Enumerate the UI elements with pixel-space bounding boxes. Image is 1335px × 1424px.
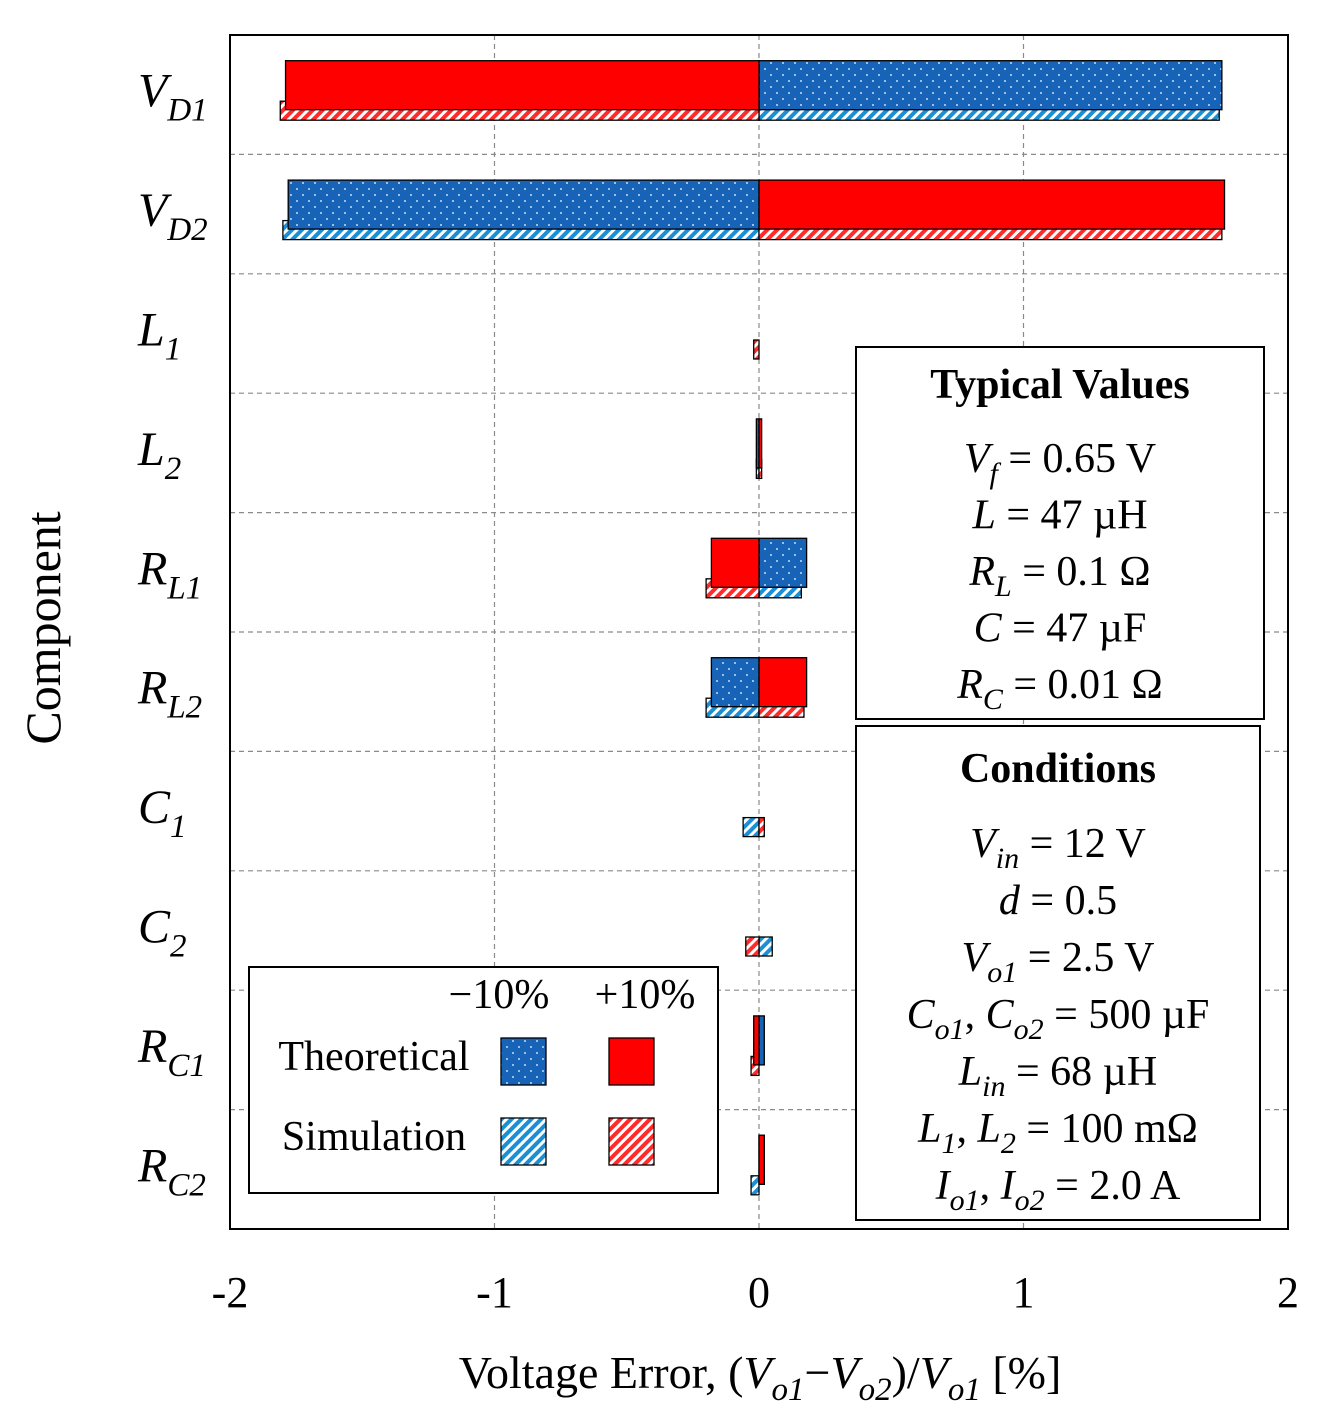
annotation-box-1: Conditions Vin = 12 Vd = 0.5 Vo1 = 2.5 VCo… xyxy=(855,725,1261,1221)
bar-1-3 xyxy=(758,418,763,469)
bar-3-7 xyxy=(745,936,760,957)
bar-0-0 xyxy=(758,60,1223,111)
x-tick-label: 0 xyxy=(748,1268,770,1317)
bar-1-4 xyxy=(710,537,760,588)
bar-2-6 xyxy=(742,816,760,838)
y-axis-label: Component xyxy=(15,511,71,744)
annotation-line: Lin = 68 µH xyxy=(958,1049,1157,1103)
y-category-label: C2 xyxy=(138,901,187,965)
y-category-label: VD2 xyxy=(138,184,208,248)
y-category-label: L1 xyxy=(137,304,181,368)
annotation-line: Io1, Io2 = 2.0 A xyxy=(935,1163,1181,1217)
annotation-box-0: Typical Values Vf = 0.65 VL = 47 µH RL = 0… xyxy=(855,346,1265,720)
bar-1-0 xyxy=(284,60,760,111)
legend-row-label: Simulation xyxy=(282,1114,466,1160)
legend: −10% +10% Theoretical Simulation xyxy=(248,966,719,1194)
y-category-label: C1 xyxy=(138,781,187,845)
x-tick-label: 1 xyxy=(1013,1268,1035,1317)
y-category-label: RC2 xyxy=(137,1139,206,1203)
y-category-label: RL1 xyxy=(137,542,202,606)
x-tick-labels: -2 -1 0 1 2 xyxy=(212,1268,1299,1317)
annotation-line: RL = 0.1 Ω xyxy=(968,549,1150,603)
legend-column-label: +10% xyxy=(595,972,696,1018)
annotation-title: Typical Values xyxy=(930,362,1189,408)
annotation-line: Vf = 0.65 V xyxy=(964,436,1156,490)
annotation-line: d = 0.5 xyxy=(999,878,1117,924)
x-tick-label: -1 xyxy=(476,1268,513,1317)
axis-labels: Voltage Error, (Vo1−Vo2)/Vo1 [%] Componen… xyxy=(15,511,1061,1408)
y-category-label: RC1 xyxy=(137,1020,206,1084)
annotation-line: Vo1 = 2.5 V xyxy=(962,935,1155,989)
bar-1-1 xyxy=(758,179,1226,230)
annotation-line: L = 47 µH xyxy=(971,493,1147,539)
annotation-boxes: Typical Values Vf = 0.65 VL = 47 µH RL = 0… xyxy=(855,346,1265,1221)
x-axis-label: Voltage Error, (Vo1−Vo2)/Vo1 [%] xyxy=(459,1347,1062,1408)
legend-swatch xyxy=(608,1037,655,1086)
y-category-label: RL2 xyxy=(137,662,202,726)
y-category-label: L2 xyxy=(137,423,181,487)
legend-column-label: −10% xyxy=(449,972,550,1018)
legend-row-label: Theoretical xyxy=(278,1034,469,1080)
annotation-line: RC = 0.01 Ω xyxy=(956,662,1163,716)
annotation-line: Co1, Co2 = 500 µF xyxy=(907,992,1210,1046)
bar-2-9 xyxy=(750,1175,760,1196)
bar-3-2 xyxy=(753,339,760,360)
annotation-line: L1, L2 = 100 mΩ xyxy=(917,1106,1198,1160)
bar-1-9 xyxy=(758,1134,765,1185)
legend-swatch xyxy=(608,1117,655,1166)
bar-1-8 xyxy=(753,1015,760,1066)
legend-swatch xyxy=(500,1037,547,1086)
plot-frame xyxy=(229,34,1289,1230)
bar-3-6 xyxy=(758,816,765,838)
bars-layer xyxy=(279,60,1226,1196)
x-tick-label: -2 xyxy=(212,1268,249,1317)
x-tick-label: 2 xyxy=(1277,1268,1299,1317)
bar-0-1 xyxy=(287,179,760,230)
annotation-line: Vin = 12 V xyxy=(970,821,1146,875)
bar-1-5 xyxy=(758,657,808,708)
y-category-label: VD1 xyxy=(138,65,208,129)
annotation-line: C = 47 µF xyxy=(974,606,1147,652)
bar-2-7 xyxy=(758,936,773,957)
bar-0-5 xyxy=(710,657,760,708)
y-category-labels: VD1 VD2 L1 L2 RL1 RL2 C1 C2 RC1 RC2 xyxy=(137,65,208,1204)
legend-swatch xyxy=(500,1117,547,1166)
annotation-title: Conditions xyxy=(960,746,1156,792)
bar-0-8 xyxy=(758,1015,765,1066)
bar-0-4 xyxy=(758,537,808,588)
